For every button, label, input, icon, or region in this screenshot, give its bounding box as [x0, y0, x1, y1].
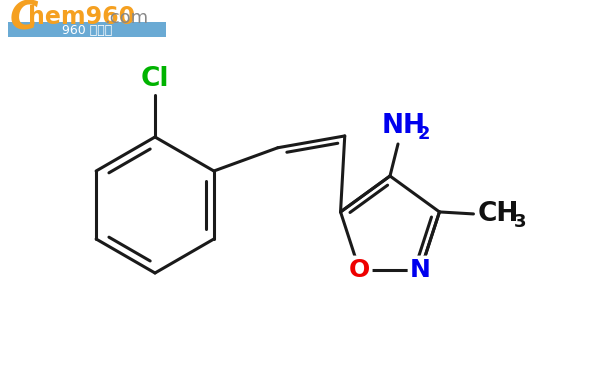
- Text: NH: NH: [382, 113, 426, 139]
- Text: N: N: [410, 258, 431, 282]
- Text: CH: CH: [477, 201, 519, 227]
- Text: hem960: hem960: [28, 5, 135, 29]
- Text: C: C: [10, 0, 39, 38]
- Text: 2: 2: [418, 125, 431, 143]
- Text: 3: 3: [514, 213, 526, 231]
- Text: 960 化工网: 960 化工网: [62, 24, 112, 36]
- Text: O: O: [349, 258, 370, 282]
- Bar: [8, 22, 166, 37]
- Text: Cl: Cl: [141, 66, 169, 92]
- Bar: [5, 5, 173, 37]
- Text: .com: .com: [104, 9, 148, 27]
